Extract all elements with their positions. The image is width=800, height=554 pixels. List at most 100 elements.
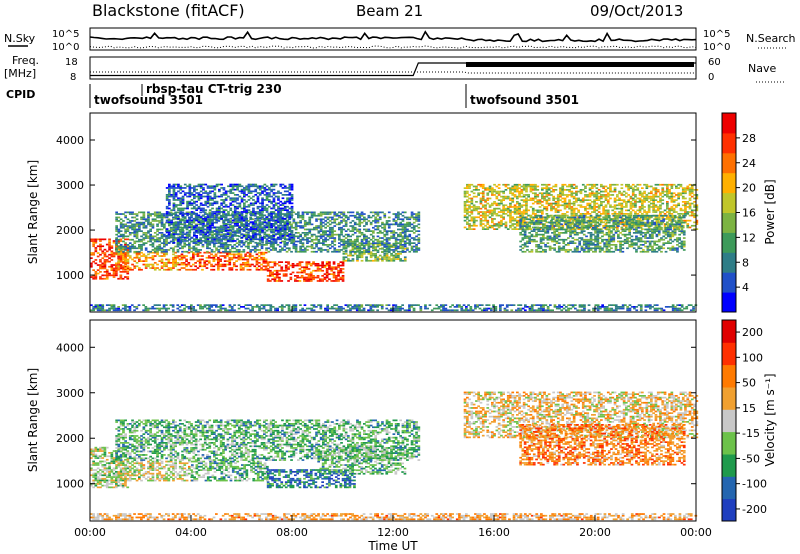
- heatmap-cell: [294, 228, 298, 231]
- heatmap-cell: [228, 220, 232, 222]
- heatmap-cell: [160, 232, 164, 234]
- heatmap-cell: [202, 217, 205, 220]
- heatmap-cell: [493, 224, 496, 227]
- heatmap-cell: [299, 235, 302, 238]
- heatmap-cell: [172, 262, 175, 264]
- heatmap-cell: [466, 199, 469, 201]
- heatmap-cell: [262, 258, 266, 261]
- heatmap-cell: [144, 237, 148, 239]
- heatmap-cell: [334, 266, 338, 269]
- heatmap-cell: [186, 205, 189, 208]
- heatmap-cell: [258, 194, 262, 196]
- heatmap-cell: [256, 238, 260, 241]
- heatmap-cell: [278, 261, 281, 263]
- heatmap-cell: [222, 242, 225, 244]
- heatmap-cell: [188, 235, 191, 238]
- heatmap-cell: [273, 261, 277, 263]
- heatmap-cell: [235, 260, 238, 262]
- heatmap-cell: [227, 211, 230, 213]
- heatmap-cell: [392, 218, 396, 221]
- heatmap-cell: [219, 260, 222, 262]
- heatmap-cell: [247, 247, 250, 250]
- heatmap-cell: [518, 216, 521, 219]
- heatmap-cell: [172, 207, 176, 210]
- heatmap-cell: [344, 214, 348, 217]
- heatmap-cell: [199, 204, 203, 206]
- heatmap-cell: [288, 217, 292, 220]
- heatmap-cell: [197, 214, 201, 217]
- heatmap-cell: [92, 238, 95, 241]
- heatmap-cell: [236, 224, 239, 227]
- heatmap-cell: [270, 214, 273, 217]
- heatmap-cell: [135, 225, 139, 227]
- heatmap-cell: [258, 221, 262, 224]
- heatmap-cell: [394, 238, 398, 241]
- heatmap-cell: [550, 194, 553, 196]
- heatmap-cell: [466, 201, 469, 203]
- heatmap-cell: [99, 247, 102, 249]
- heatmap-cell: [99, 243, 102, 246]
- heatmap-cell: [180, 258, 184, 261]
- heatmap-cell: [321, 266, 324, 269]
- heatmap-cell: [280, 268, 284, 270]
- heatmap-cell: [156, 250, 159, 253]
- heatmap-cell: [403, 216, 407, 219]
- heatmap-cell: [475, 201, 478, 203]
- heatmap-cell: [286, 235, 289, 237]
- heatmap-cell: [215, 195, 219, 198]
- heatmap-cell: [559, 199, 562, 201]
- heatmap-cell: [222, 250, 225, 253]
- heatmap-cell: [131, 223, 134, 226]
- heatmap-cell: [463, 214, 467, 217]
- heatmap-cell: [160, 249, 164, 251]
- heatmap-cell: [394, 249, 398, 252]
- heatmap-cell: [600, 190, 603, 193]
- heatmap-cell: [90, 265, 93, 268]
- heatmap-cell: [247, 245, 250, 248]
- heatmap-cell: [167, 268, 171, 271]
- heatmap-cell: [119, 264, 123, 266]
- heatmap-cell: [138, 251, 141, 254]
- heatmap-cell: [392, 254, 396, 257]
- heatmap-cell: [415, 213, 418, 215]
- heatmap-cell: [193, 187, 196, 189]
- heatmap-cell: [158, 244, 162, 246]
- heatmap-cell: [333, 238, 337, 241]
- heatmap-cell: [131, 216, 134, 219]
- heatmap-cell: [593, 209, 596, 212]
- heatmap-cell: [367, 240, 371, 243]
- heatmap-cell: [283, 235, 287, 238]
- heatmap-cell: [356, 230, 359, 232]
- heatmap-cell: [568, 189, 571, 191]
- heatmap-cell: [105, 274, 109, 277]
- heatmap-cell: [597, 211, 601, 213]
- heatmap-cell: [593, 202, 596, 205]
- heatmap-cell: [556, 195, 560, 198]
- heatmap-cell: [261, 240, 264, 242]
- heatmap-cell: [550, 202, 553, 205]
- heatmap-cell: [160, 228, 164, 231]
- heatmap-cell: [204, 209, 208, 211]
- heatmap-cell: [301, 232, 305, 234]
- heatmap-cell: [415, 238, 418, 241]
- heatmap-cell: [577, 211, 580, 213]
- heatmap-cell: [349, 250, 352, 253]
- heatmap-cell: [344, 244, 348, 247]
- heatmap-cell: [227, 214, 230, 217]
- heatmap-cell: [520, 199, 524, 201]
- heatmap-cell: [372, 211, 375, 214]
- heatmap-cell: [504, 204, 508, 207]
- heatmap-cell: [258, 224, 262, 227]
- heatmap-cell: [249, 212, 253, 215]
- heatmap-cell: [342, 246, 346, 248]
- heatmap-cell: [103, 262, 107, 265]
- heatmap-cell: [158, 249, 162, 251]
- heatmap-cell: [328, 233, 332, 236]
- heatmap-cell: [256, 197, 260, 200]
- heatmap-cell: [344, 220, 348, 222]
- heatmap-cell: [151, 220, 155, 222]
- heatmap-cell: [119, 233, 123, 236]
- heatmap-cell: [101, 265, 105, 268]
- heatmap-cell: [403, 240, 407, 243]
